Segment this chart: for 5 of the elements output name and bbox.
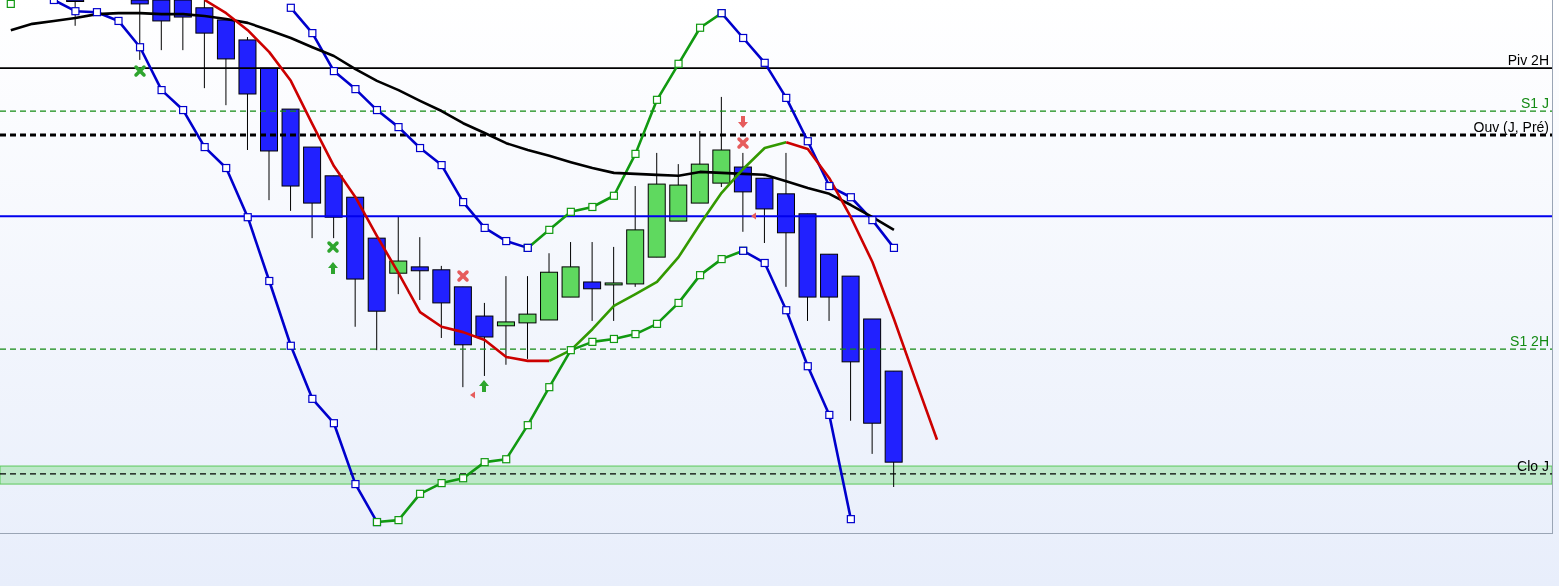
ref-line-label: S1 J xyxy=(1520,95,1549,112)
ref-line-label: S1 2H xyxy=(1510,333,1549,350)
ref-line-label: Ouv (J, Pré) xyxy=(1473,118,1549,135)
ref-line-label: Clo J xyxy=(1517,457,1549,474)
ref-line-label: Piv 2H xyxy=(1507,52,1549,69)
